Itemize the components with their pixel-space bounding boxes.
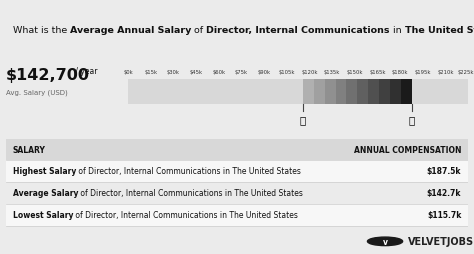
Bar <box>128 80 468 104</box>
Text: $165k: $165k <box>369 70 386 75</box>
Text: Average Annual Salary: Average Annual Salary <box>70 26 191 35</box>
Text: Lowest Salary: Lowest Salary <box>13 210 73 219</box>
Text: $150k: $150k <box>346 70 363 75</box>
Bar <box>357 80 368 104</box>
Bar <box>6 160 468 182</box>
Text: $195k: $195k <box>415 70 431 75</box>
Text: of Director, Internal Communications in The United States: of Director, Internal Communications in … <box>78 188 303 198</box>
Text: $60k: $60k <box>212 70 225 75</box>
Text: The United States: The United States <box>404 26 474 35</box>
Text: $75k: $75k <box>235 70 248 75</box>
Text: $105k: $105k <box>279 70 295 75</box>
Text: of Director, Internal Communications in The United States: of Director, Internal Communications in … <box>73 210 298 219</box>
Bar <box>368 80 379 104</box>
Bar <box>379 80 390 104</box>
Text: $0k: $0k <box>123 70 133 75</box>
Text: $115.7k: $115.7k <box>427 210 461 219</box>
Bar <box>303 80 314 104</box>
Bar <box>390 80 401 104</box>
Text: of Director, Internal Communications in The United States: of Director, Internal Communications in … <box>76 167 301 176</box>
Circle shape <box>367 237 402 246</box>
Text: of: of <box>191 26 206 35</box>
Text: $180k: $180k <box>392 70 409 75</box>
Text: $210k: $210k <box>438 70 454 75</box>
Text: 👜: 👜 <box>409 115 415 125</box>
Bar <box>6 140 468 160</box>
Text: $45k: $45k <box>190 70 202 75</box>
Text: in: in <box>390 26 404 35</box>
Text: Highest Salary: Highest Salary <box>13 167 76 176</box>
Text: Average Salary: Average Salary <box>13 188 78 198</box>
Bar <box>336 80 346 104</box>
Text: $187.5k: $187.5k <box>427 167 461 176</box>
Text: $135k: $135k <box>324 70 340 75</box>
Text: $142,700: $142,700 <box>6 68 90 83</box>
Bar <box>6 182 468 204</box>
Bar <box>6 204 468 226</box>
Text: Director, Internal Communications: Director, Internal Communications <box>206 26 390 35</box>
Text: $90k: $90k <box>257 70 271 75</box>
Text: $225k+: $225k+ <box>458 70 474 75</box>
Text: $120k: $120k <box>301 70 318 75</box>
Text: $15k: $15k <box>144 70 157 75</box>
Text: ANNUAL COMPENSATION: ANNUAL COMPENSATION <box>354 146 461 154</box>
Bar <box>325 80 336 104</box>
Text: / year: / year <box>73 67 98 76</box>
Text: What is the: What is the <box>13 26 70 35</box>
Text: 👜: 👜 <box>300 115 306 125</box>
Bar <box>314 80 325 104</box>
Text: $30k: $30k <box>167 70 180 75</box>
Text: $142.7k: $142.7k <box>427 188 461 198</box>
Bar <box>401 80 411 104</box>
Bar <box>346 80 357 104</box>
Text: SALARY: SALARY <box>13 146 46 154</box>
Text: v: v <box>383 237 388 246</box>
Text: VELVETJOBS: VELVETJOBS <box>408 236 474 246</box>
Text: Avg. Salary (USD): Avg. Salary (USD) <box>6 89 67 96</box>
